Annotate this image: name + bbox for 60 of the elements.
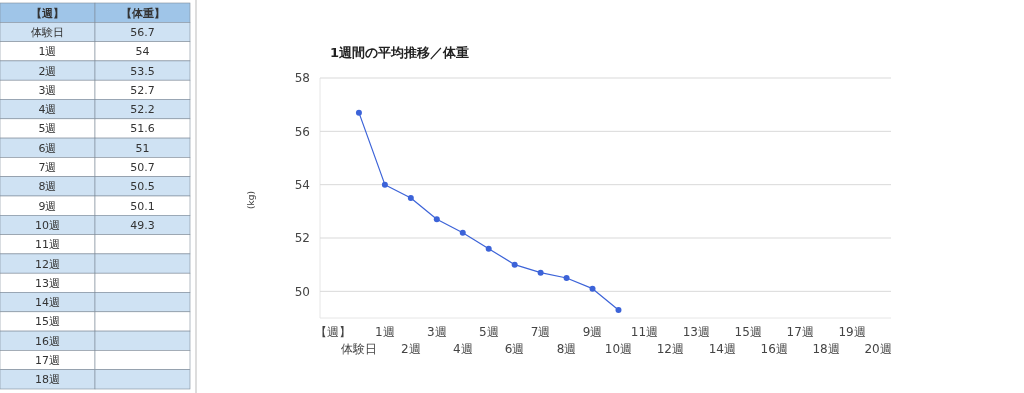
category-label: 【週】 xyxy=(31,6,64,20)
x-tick-label: 1週 xyxy=(375,325,395,339)
text: 51 xyxy=(135,141,150,155)
x-tick-label: 19週 xyxy=(838,325,866,339)
y-tick-label: 50 xyxy=(294,284,310,299)
x-tick-label: 6週 xyxy=(504,342,525,356)
text: 52.2 xyxy=(130,103,155,117)
x-tick-label: 2週 xyxy=(401,342,421,356)
x-tick-label: 15週 xyxy=(734,325,762,339)
x-tick-label: 18週 xyxy=(812,342,840,356)
text: 50.1 xyxy=(130,199,155,213)
x-tick-label: 体験日 xyxy=(340,342,377,356)
text: 50.7 xyxy=(130,161,155,175)
x-tick-label: 20週 xyxy=(864,342,892,356)
category-label: 10週 xyxy=(35,218,60,232)
category-label: 18週 xyxy=(35,373,60,387)
x-tick-label: 10週 xyxy=(604,342,633,356)
x-tick-label: 7週 xyxy=(530,325,551,339)
category-label: 13週 xyxy=(35,276,60,290)
text: 49.3 xyxy=(130,218,155,232)
x-tick-label: 9週 xyxy=(582,325,603,339)
category-label: 9週 xyxy=(38,199,57,213)
x-tick-label: 5週 xyxy=(478,325,499,339)
text: 56.7 xyxy=(130,25,155,39)
category-label: 1週 xyxy=(38,45,57,59)
category-label: 2週 xyxy=(38,64,57,78)
x-tick-label: 14週 xyxy=(708,342,736,356)
text: 52.7 xyxy=(130,83,155,97)
category-label: 7週 xyxy=(38,161,57,175)
x-tick-label: 8週 xyxy=(556,342,577,356)
text: 【体重】 xyxy=(120,6,165,20)
text: 54 xyxy=(135,45,150,59)
y-tick-label: 56 xyxy=(294,124,310,139)
category-label: 体験日 xyxy=(31,25,64,39)
category-label: 17週 xyxy=(35,354,60,368)
category-label: 5週 xyxy=(38,122,57,136)
x-tick-label: 4週 xyxy=(452,342,473,356)
text: 53.5 xyxy=(130,64,155,78)
category-label: 6週 xyxy=(38,141,57,155)
text: 50.5 xyxy=(130,180,155,194)
y-tick-label: 58 xyxy=(294,71,310,86)
y-tick-label: 52 xyxy=(294,231,310,246)
y-tick-label: 54 xyxy=(294,178,310,193)
chart-title: 1週間の平均推移／体重 xyxy=(330,45,470,60)
category-label: 8週 xyxy=(38,180,57,194)
x-tick-label: 17週 xyxy=(786,325,814,339)
category-label: 15週 xyxy=(35,315,60,329)
category-label: 4週 xyxy=(38,103,57,117)
x-tick-label: 【週】 xyxy=(314,325,351,339)
x-tick-label: 12週 xyxy=(656,342,685,356)
x-tick-label: 3週 xyxy=(426,325,447,339)
x-tick-label: 16週 xyxy=(760,342,788,356)
text: 51.6 xyxy=(130,122,155,136)
x-tick-label: 11週 xyxy=(630,325,659,339)
category-label: 14週 xyxy=(35,296,60,310)
category-label: 3週 xyxy=(38,83,57,97)
y-axis-title: (kg) xyxy=(246,191,256,209)
category-label: 11週 xyxy=(35,238,60,252)
x-tick-label: 13週 xyxy=(682,325,710,339)
category-label: 12週 xyxy=(35,257,60,271)
